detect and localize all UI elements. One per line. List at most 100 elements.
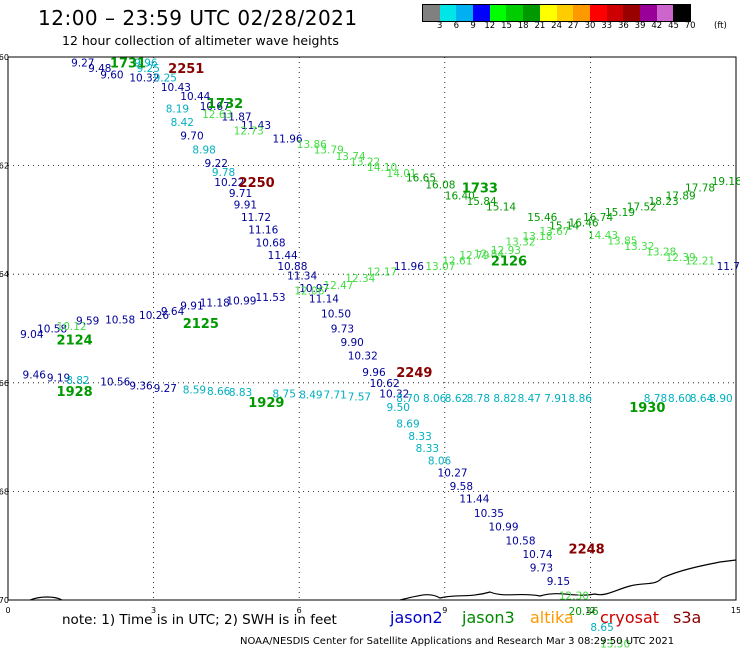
- color-legend-swatch: [673, 5, 690, 21]
- swh-value-label: 12.17: [367, 266, 397, 278]
- swh-value-label: 9.27: [71, 57, 94, 69]
- swh-value-label: 10.99: [488, 522, 518, 534]
- color-legend-swatch: [456, 5, 474, 21]
- y-tick-label: -64: [0, 270, 9, 279]
- swh-value-label: 8.60: [668, 393, 691, 405]
- x-tick-label: 3: [151, 606, 156, 615]
- swh-value-label: 9.96: [134, 57, 158, 69]
- x-tick-label: 9: [442, 606, 447, 615]
- swh-value-label: 16.46: [569, 218, 599, 230]
- swh-value-label: 8.49: [299, 390, 322, 402]
- swh-value-label: 12.93: [491, 245, 521, 257]
- swh-value-label: 11.16: [248, 225, 278, 237]
- map-title: 12:00 – 23:59 UTC 02/28/2021: [38, 6, 358, 30]
- satellite-legend-item: cryosat: [600, 608, 660, 627]
- swh-value-label: 15.19: [605, 207, 635, 219]
- swh-value-label: 9.78: [212, 167, 235, 179]
- swh-value-label: 16.40: [445, 190, 475, 202]
- swh-value-label: 9.25: [137, 63, 160, 75]
- swh-value-label: 9.90: [340, 337, 363, 349]
- swh-value-label: 11.96: [273, 133, 303, 145]
- swh-value-label: 16.65: [406, 173, 436, 185]
- color-legend-swatch: [573, 5, 590, 21]
- plot-frame: [7, 56, 737, 601]
- swh-value-label: 12.30: [559, 591, 589, 603]
- swh-value-label: 8.70: [396, 393, 419, 405]
- color-legend-swatch: [539, 5, 557, 21]
- swh-value-label: 17.78: [685, 182, 715, 194]
- swh-value-label: 10.32: [348, 351, 378, 363]
- swh-value-label: 8.98: [192, 144, 215, 156]
- color-legend-swatch: [623, 5, 640, 21]
- color-legend-label: 12: [484, 21, 496, 31]
- swh-value-label: 12.63: [202, 109, 232, 121]
- pass-time-label: 2250: [239, 176, 275, 191]
- swh-value-label: 10.74: [522, 549, 552, 561]
- color-legend-swatch: [439, 5, 457, 21]
- footer-credit: NOAA/NESDIS Center for Satellite Applica…: [240, 636, 675, 647]
- swh-value-label: 7.91: [544, 393, 567, 405]
- swh-value-label: 13.85: [607, 236, 637, 248]
- swh-value-label: 10.62: [370, 378, 400, 390]
- swh-value-label: 9.73: [530, 562, 553, 574]
- swh-value-label: 13.67: [539, 226, 569, 238]
- swh-value-label: 13.18: [522, 231, 552, 243]
- swh-value-label: 13.32: [624, 241, 654, 253]
- swh-value-label: 10.43: [161, 82, 191, 94]
- swh-value-label: 9.64: [161, 306, 185, 318]
- swh-value-label: 11.87: [222, 112, 252, 124]
- swh-value-label: 9.60: [100, 69, 123, 81]
- swh-value-label: 11.14: [309, 294, 339, 306]
- swh-value-label: 8.78: [467, 393, 490, 405]
- swh-value-label: 9.59: [76, 315, 99, 327]
- color-legend-swatch: [556, 5, 574, 21]
- swh-value-label: 9.04: [20, 329, 44, 341]
- pass-time-label: 2248: [569, 542, 605, 557]
- y-tick-label: -60: [0, 53, 9, 62]
- swh-value-label: 8.83: [229, 387, 252, 399]
- swh-value-label: 8.86: [569, 393, 593, 405]
- color-legend-swatch: [473, 5, 490, 21]
- x-tick-label: 6: [297, 606, 302, 615]
- x-tick-label: 12: [585, 606, 595, 615]
- swh-value-label: 9.15: [547, 576, 570, 588]
- swh-value-label: 13.22: [350, 156, 380, 168]
- color-legend-swatch: [506, 5, 524, 21]
- swh-value-label: 9.27: [154, 383, 177, 395]
- swh-value-label: 10.32: [379, 389, 409, 401]
- x-tick-label: 15: [731, 606, 740, 615]
- footer-note: note: 1) Time is in UTC; 2) SWH is in fe…: [62, 612, 337, 628]
- swh-value-label: 8.59: [183, 384, 206, 396]
- swh-value-label: 9.22: [205, 158, 228, 170]
- y-tick-label: -66: [0, 379, 9, 388]
- swh-value-label: 15.84: [467, 196, 497, 208]
- swh-value-label: 15.46: [527, 212, 557, 224]
- pass-time-label: 2126: [491, 255, 527, 270]
- swh-value-label: 11.18: [200, 297, 230, 309]
- swh-value-label: 10.22: [214, 177, 244, 189]
- swh-value-label: 13.86: [297, 139, 327, 151]
- color-legend-label: 3: [436, 21, 443, 31]
- pass-time-label: 2125: [183, 317, 219, 332]
- pass-time-label: 1929: [248, 396, 284, 411]
- color-legend-label: 27: [567, 21, 579, 31]
- swh-value-label: 8.69: [396, 419, 419, 431]
- swh-value-label: 12.61: [442, 256, 472, 268]
- swh-value-label: 8.62: [445, 393, 468, 405]
- swh-value-label: 8.65: [590, 622, 613, 634]
- swh-value-label: 10.12: [57, 321, 87, 333]
- pass-time-label: 1930: [629, 401, 665, 416]
- x-tick-label: 0: [5, 606, 10, 615]
- color-legend-label: 45: [668, 21, 679, 31]
- swh-value-label: 11.34: [287, 270, 317, 282]
- swh-value-label: 9.25: [154, 73, 177, 85]
- swh-value-label: 10.58: [105, 314, 135, 326]
- swh-value-label: 9.19: [47, 372, 70, 384]
- swh-value-label: 10.50: [321, 308, 351, 320]
- color-legend-swatch: [523, 5, 540, 21]
- color-legend-swatch: [656, 5, 674, 21]
- swh-value-label: 20.36: [569, 606, 599, 618]
- swh-value-label: 12.79: [459, 250, 489, 262]
- swh-value-label: 15.14: [486, 201, 516, 213]
